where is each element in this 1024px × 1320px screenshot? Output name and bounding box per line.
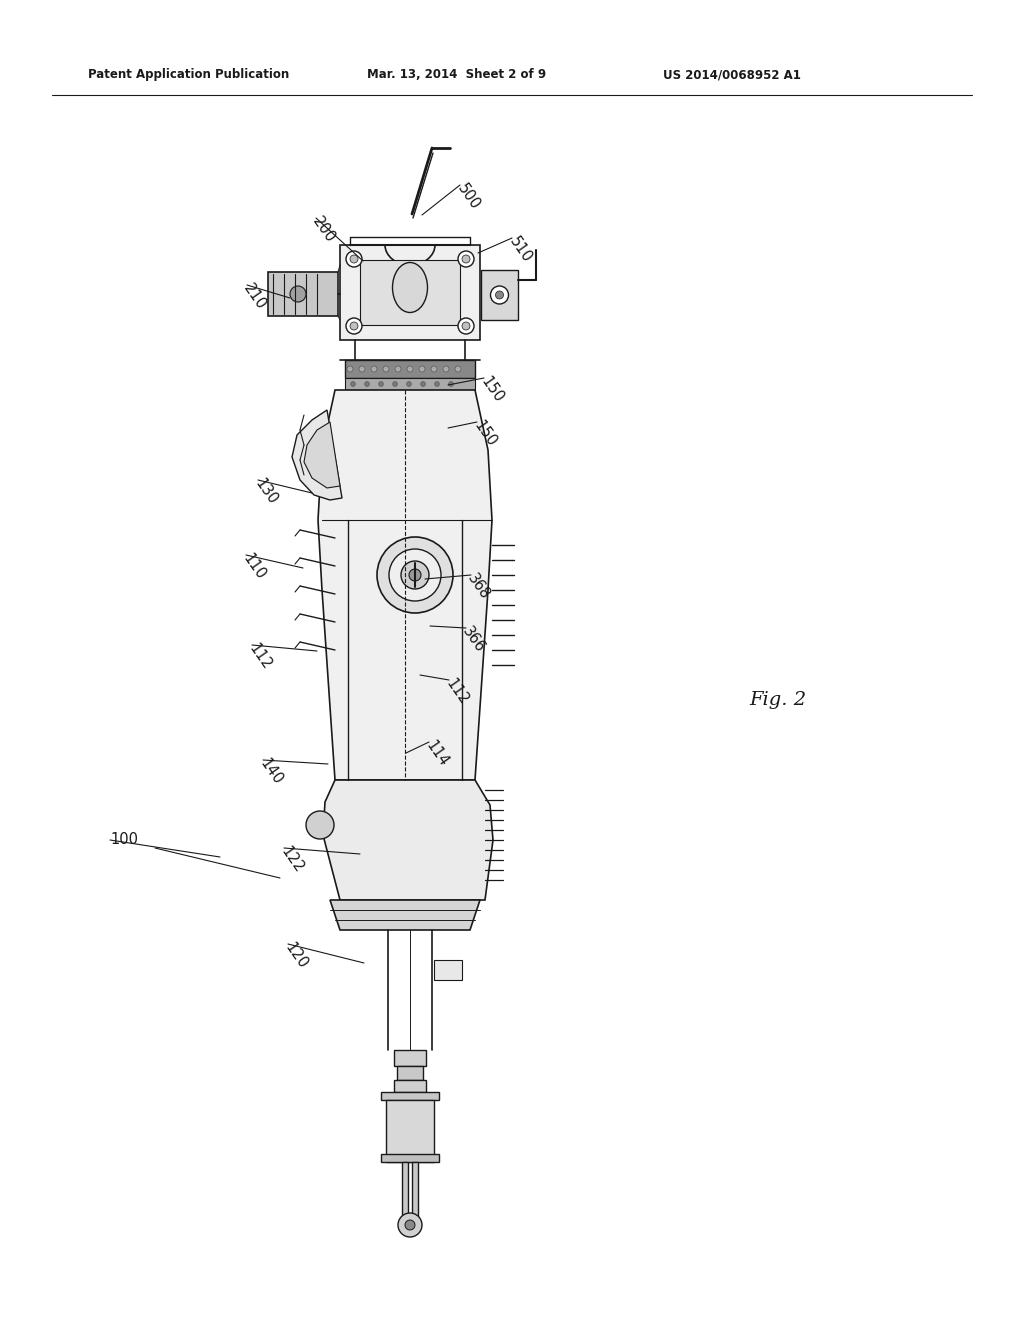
- Circle shape: [407, 381, 412, 387]
- Circle shape: [383, 366, 389, 372]
- Bar: [340, 246, 480, 341]
- Circle shape: [379, 381, 384, 387]
- Circle shape: [409, 569, 421, 581]
- Circle shape: [443, 366, 449, 372]
- Polygon shape: [318, 389, 492, 780]
- Circle shape: [290, 286, 306, 302]
- Bar: [381, 1092, 439, 1100]
- Bar: [481, 271, 518, 319]
- Circle shape: [462, 255, 470, 263]
- Circle shape: [431, 366, 437, 372]
- Text: 368: 368: [465, 570, 493, 602]
- Text: 510: 510: [506, 234, 535, 265]
- Circle shape: [350, 381, 355, 387]
- Text: Patent Application Publication: Patent Application Publication: [88, 69, 289, 81]
- Text: Mar. 13, 2014  Sheet 2 of 9: Mar. 13, 2014 Sheet 2 of 9: [367, 69, 546, 81]
- Text: 114: 114: [423, 738, 451, 770]
- Polygon shape: [304, 422, 340, 488]
- Bar: [345, 378, 475, 389]
- Circle shape: [392, 381, 397, 387]
- Circle shape: [377, 537, 453, 612]
- Text: 122: 122: [278, 843, 306, 875]
- Circle shape: [306, 810, 334, 840]
- Circle shape: [350, 255, 358, 263]
- Bar: [268, 272, 338, 315]
- Text: 200: 200: [310, 214, 338, 246]
- Circle shape: [434, 381, 439, 387]
- Text: 110: 110: [240, 550, 268, 582]
- Circle shape: [389, 549, 441, 601]
- Circle shape: [365, 381, 370, 387]
- Bar: [402, 1162, 408, 1217]
- Bar: [394, 1049, 426, 1067]
- Bar: [386, 1100, 434, 1162]
- Text: 150: 150: [478, 374, 506, 405]
- Circle shape: [401, 561, 429, 589]
- Circle shape: [458, 251, 474, 267]
- Circle shape: [490, 286, 509, 304]
- Bar: [412, 1162, 418, 1217]
- Text: 150: 150: [471, 417, 499, 449]
- Text: Fig. 2: Fig. 2: [750, 690, 807, 709]
- Bar: [434, 960, 462, 979]
- Circle shape: [421, 381, 426, 387]
- Polygon shape: [330, 900, 480, 931]
- Bar: [394, 1080, 426, 1092]
- Bar: [360, 260, 460, 325]
- Circle shape: [395, 366, 401, 372]
- Circle shape: [419, 366, 425, 372]
- Ellipse shape: [392, 263, 427, 313]
- Circle shape: [458, 318, 474, 334]
- Circle shape: [346, 251, 362, 267]
- Circle shape: [462, 322, 470, 330]
- Circle shape: [406, 1220, 415, 1230]
- Circle shape: [449, 381, 454, 387]
- Circle shape: [350, 322, 358, 330]
- Circle shape: [346, 318, 362, 334]
- Text: 210: 210: [241, 281, 269, 313]
- Text: 140: 140: [257, 755, 285, 787]
- Circle shape: [398, 1213, 422, 1237]
- Circle shape: [496, 290, 504, 300]
- Circle shape: [347, 366, 353, 372]
- Text: 120: 120: [282, 940, 310, 972]
- Bar: [381, 1154, 439, 1162]
- Text: 112: 112: [442, 676, 471, 708]
- Bar: [397, 1067, 423, 1080]
- Text: US 2014/0068952 A1: US 2014/0068952 A1: [663, 69, 801, 81]
- Circle shape: [407, 366, 413, 372]
- Polygon shape: [323, 780, 493, 900]
- Polygon shape: [292, 411, 342, 500]
- Circle shape: [359, 366, 365, 372]
- Text: 500: 500: [454, 181, 482, 213]
- Text: 100: 100: [110, 833, 138, 847]
- Text: 130: 130: [252, 475, 280, 507]
- Text: 366: 366: [460, 623, 488, 655]
- Circle shape: [455, 366, 461, 372]
- Bar: [345, 360, 475, 378]
- Text: 112: 112: [246, 640, 274, 672]
- Circle shape: [371, 366, 377, 372]
